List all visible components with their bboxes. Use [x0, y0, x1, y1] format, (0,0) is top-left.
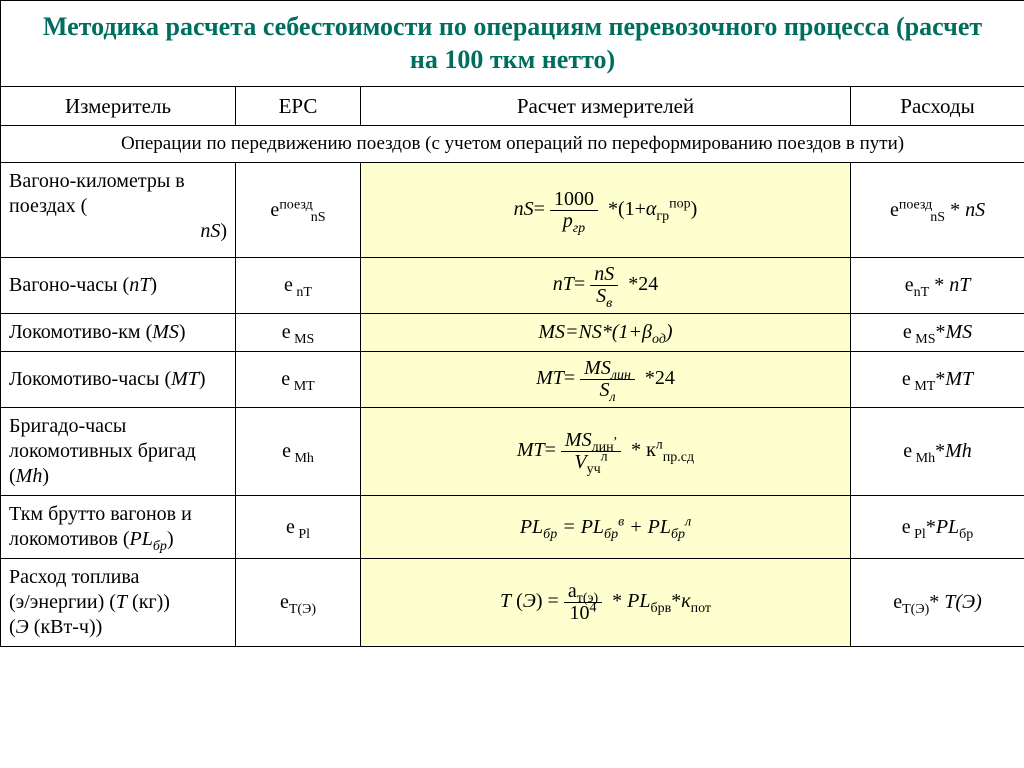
calc-cell: MT= MSлин,Vучл * клпр.сд: [361, 408, 851, 496]
header-epc: ЕРС: [236, 87, 361, 126]
cost-methodology-table: Методика расчета себестоимости по операц…: [0, 0, 1024, 647]
measure-text: Расход топлива: [9, 566, 139, 588]
measure-symbol: Mh: [16, 465, 43, 487]
measure-text: Вагоно-километры в поездах (: [9, 169, 227, 219]
measure-cell: Вагоно-километры в поездах ( nS): [1, 163, 236, 258]
measure-text: Локомотиво-км (: [9, 321, 152, 343]
table-row: Локомотиво-км (MS) е MS MS=NS*(1+βод) е …: [1, 314, 1024, 352]
epc-cell: е Pl: [236, 496, 361, 559]
measure-text: ): [167, 528, 174, 550]
measure-subscript: бр: [153, 539, 167, 554]
measure-text: (э/энергии) (: [9, 591, 116, 613]
calc-cell: T (Э) = ат(э)104 * PLбрв*кпот: [361, 559, 851, 647]
measure-cell: Бригадо-часы локомотивных бригад (Mh): [1, 408, 236, 496]
measure-text: ): [179, 321, 186, 343]
measure-text: (: [9, 616, 16, 638]
measure-text: ): [199, 368, 206, 390]
measure-text: (кг)): [127, 591, 170, 613]
cost-cell: е MT*MT: [851, 352, 1024, 408]
measure-symbol: PL: [130, 528, 153, 550]
cost-cell: е MS*MS: [851, 314, 1024, 352]
measure-symbol: T: [116, 591, 127, 613]
measure-text: (кВт-ч)): [29, 616, 103, 638]
epc-cell: еТ(Э): [236, 559, 361, 647]
header-calc: Расчет измерителей: [361, 87, 851, 126]
epc-cell: е MS: [236, 314, 361, 352]
calc-cell: nT= nSSв *24: [361, 258, 851, 314]
measure-symbol: MS: [152, 321, 179, 343]
measure-symbol: nT: [129, 274, 150, 296]
epc-cell: е MT: [236, 352, 361, 408]
calc-cell: MS=NS*(1+βод): [361, 314, 851, 352]
table-row: Ткм брутто вагонов и локомотивов (PLбр) …: [1, 496, 1024, 559]
section-row: Операции по передвижению поездов (с учет…: [1, 126, 1024, 163]
cost-cell: епоездnS * nS: [851, 163, 1024, 258]
measure-text: Локомотиво-часы (: [9, 368, 171, 390]
table-row: Бригадо-часы локомотивных бригад (Mh) е …: [1, 408, 1024, 496]
calc-cell: MT= MSлинSл *24: [361, 352, 851, 408]
header-row: Измеритель ЕРС Расчет измерителей Расход…: [1, 87, 1024, 126]
cost-cell: еТ(Э)* T(Э): [851, 559, 1024, 647]
title-row: Методика расчета себестоимости по операц…: [1, 1, 1024, 87]
header-cost: Расходы: [851, 87, 1024, 126]
page-title: Методика расчета себестоимости по операц…: [1, 1, 1024, 87]
epc-cell: е Mh: [236, 408, 361, 496]
measure-cell: Локомотиво-км (MS): [1, 314, 236, 352]
measure-cell: Ткм брутто вагонов и локомотивов (PLбр): [1, 496, 236, 559]
calc-cell: nS= 1000pгр *(1+αгрпор): [361, 163, 851, 258]
header-measure: Измеритель: [1, 87, 236, 126]
table-row: Вагоно-часы (nT) е nT nT= nSSв *24 еnT *…: [1, 258, 1024, 314]
measure-text: ): [150, 274, 157, 296]
measure-cell: Вагоно-часы (nT): [1, 258, 236, 314]
measure-symbol: MT: [171, 368, 199, 390]
measure-symbol: nS: [200, 220, 220, 242]
table-row: Вагоно-километры в поездах ( nS) епоездn…: [1, 163, 1024, 258]
cost-cell: еnT * nT: [851, 258, 1024, 314]
section-title: Операции по передвижению поездов (с учет…: [1, 126, 1024, 163]
measure-cell: Расход топлива (э/энергии) (T (кг)) (Э (…: [1, 559, 236, 647]
measure-symbol: Э: [16, 616, 29, 638]
measure-text: Вагоно-часы (: [9, 274, 129, 296]
epc-cell: е nT: [236, 258, 361, 314]
cost-cell: е Mh*Mh: [851, 408, 1024, 496]
cost-cell: е Pl*PLбр: [851, 496, 1024, 559]
epc-cell: епоездnS: [236, 163, 361, 258]
measure-text: ): [42, 465, 49, 487]
table-row: Расход топлива (э/энергии) (T (кг)) (Э (…: [1, 559, 1024, 647]
calc-cell: PLбр = PLбрв + PLбрл: [361, 496, 851, 559]
table-row: Локомотиво-часы (MT) е MT MT= MSлинSл *2…: [1, 352, 1024, 408]
measure-cell: Локомотиво-часы (MT): [1, 352, 236, 408]
measure-text: ): [220, 220, 227, 242]
